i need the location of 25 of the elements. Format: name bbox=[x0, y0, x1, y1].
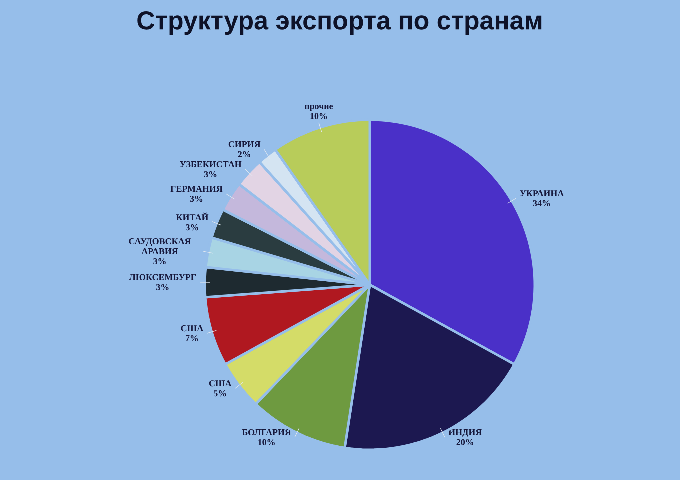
chart-title: Структура экспорта по странам bbox=[138, 12, 542, 35]
slice-label: УЗБЕКИСТАН bbox=[180, 161, 242, 168]
data-label: 34% bbox=[533, 200, 550, 207]
slice-label: прочие bbox=[304, 105, 334, 112]
data-label: 3% bbox=[190, 196, 203, 202]
data-label: 3% bbox=[154, 258, 166, 265]
slice-label: БОЛГАРИЯ bbox=[242, 429, 292, 436]
slice-label: США bbox=[209, 380, 232, 387]
slice-label: ЛЮКСЕМБУРГ bbox=[129, 274, 196, 280]
data-label: 5% bbox=[214, 390, 226, 397]
slice-label: СИРИЯ bbox=[228, 141, 261, 148]
slice-label: США bbox=[181, 326, 204, 332]
data-label: 3% bbox=[186, 224, 198, 231]
data-label: 20% bbox=[456, 439, 474, 446]
slice-label: САУДОВСКАЯ АРАВИЯ bbox=[129, 238, 192, 254]
data-label: 10% bbox=[258, 439, 275, 446]
slice-label: ГЕРМАНИЯ bbox=[170, 186, 223, 192]
slice-label: ИНДИЯ bbox=[448, 429, 482, 438]
slice-label: УКРАИНА bbox=[520, 190, 564, 197]
data-label: 7% bbox=[186, 335, 198, 342]
slice-label: КИТАЙ bbox=[176, 212, 209, 221]
data-label: 3% bbox=[204, 171, 217, 178]
data-label: 10% bbox=[310, 113, 328, 120]
data-label: 3% bbox=[156, 284, 169, 290]
data-label: 2% bbox=[238, 151, 251, 158]
